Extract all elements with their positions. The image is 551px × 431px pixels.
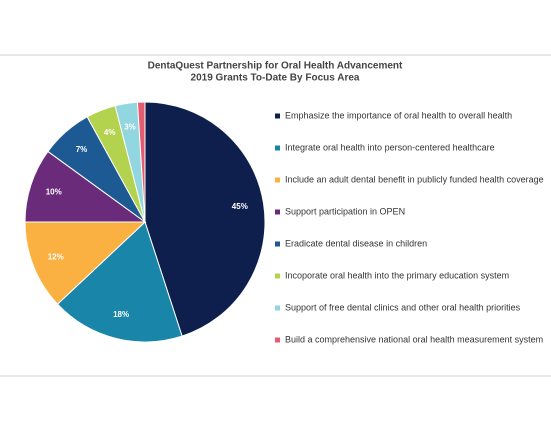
- pie-slice: [136, 101, 146, 223]
- pie-slice: [56, 221, 183, 343]
- chart-title: DentaQuest Partnership for Oral Health A…: [148, 61, 403, 72]
- legend-label: Build a comprehensive national oral heal…: [285, 334, 543, 344]
- legend-label: Support of free dental clinics and other…: [285, 302, 521, 312]
- data-label: 3%: [124, 122, 136, 131]
- legend-marker: [275, 273, 280, 279]
- pie-slice: [24, 221, 147, 305]
- legend-marker: [275, 305, 280, 311]
- pie-slice: [24, 150, 147, 223]
- legend-label: Integrate oral health into person-center…: [285, 142, 495, 152]
- legend-marker: [275, 177, 280, 183]
- legend-marker: [275, 209, 280, 215]
- legend-marker: [275, 145, 280, 151]
- data-label: 4%: [104, 128, 116, 137]
- legend-label: Include an adult dental benefit in publi…: [285, 174, 544, 184]
- legend-label: Emphasize the importance of oral health …: [285, 110, 512, 120]
- legend-label: Incoporate oral health into the primary …: [285, 270, 509, 280]
- legend-label: Eradicate dental disease in children: [285, 238, 427, 248]
- legend-marker: [275, 337, 280, 343]
- data-label: 12%: [48, 252, 64, 261]
- legend-label: Support participation in OPEN: [285, 206, 405, 216]
- pie-slice: [144, 101, 266, 337]
- data-label: 7%: [76, 145, 88, 154]
- data-label: 45%: [232, 202, 248, 211]
- chart-subtitle: 2019 Grants To-Date By Focus Area: [191, 73, 360, 84]
- legend-marker: [275, 241, 280, 247]
- data-label: 10%: [46, 187, 62, 196]
- legend-marker: [275, 113, 280, 119]
- data-label: 18%: [113, 310, 129, 319]
